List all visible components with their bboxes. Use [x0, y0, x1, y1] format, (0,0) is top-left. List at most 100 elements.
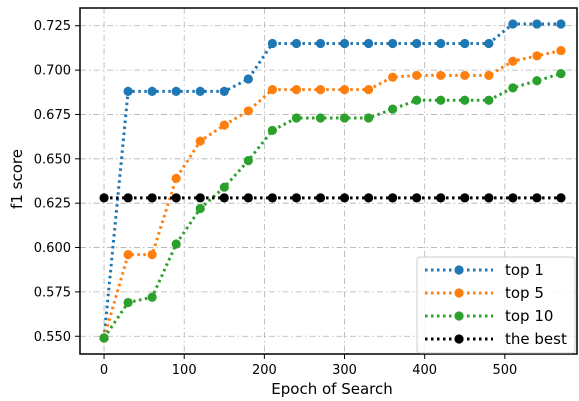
y-tick-label-5: 0.675	[34, 108, 71, 123]
y-tick-label-2: 0.600	[34, 241, 71, 256]
series-3-point-13	[412, 193, 422, 203]
series-1-point-18	[532, 51, 542, 61]
series-1-point-5	[219, 120, 229, 130]
series-3-point-12	[388, 193, 398, 203]
legend-marker-3	[454, 334, 464, 344]
series-1-point-2	[147, 250, 157, 260]
series-0-point-2	[147, 86, 157, 96]
series-2-point-0	[99, 333, 109, 343]
legend-marker-2	[454, 311, 464, 321]
series-3-point-1	[123, 193, 133, 203]
series-2-point-3	[171, 239, 181, 249]
series-0-point-7	[267, 38, 277, 49]
series-2-point-9	[315, 113, 326, 123]
series-1-point-7	[267, 85, 277, 95]
series-2-point-17	[508, 83, 518, 93]
series-0-point-1	[123, 86, 133, 96]
series-1-point-19	[556, 45, 566, 56]
series-1-point-3	[171, 173, 181, 183]
series-3-point-9	[315, 193, 326, 203]
series-1-point-8	[291, 85, 302, 95]
legend-marker-1	[454, 288, 464, 298]
series-0-point-18	[532, 19, 542, 29]
series-1-point-10	[339, 85, 350, 95]
series-2-point-19	[556, 69, 566, 79]
series-3-point-6	[243, 193, 253, 203]
series-2-point-13	[412, 95, 422, 105]
series-3-point-4	[195, 193, 205, 203]
grid	[80, 8, 577, 354]
x-axis-label: Epoch of Search	[271, 380, 392, 398]
series-2-point-18	[532, 76, 542, 86]
series-3-point-0	[99, 193, 109, 203]
series-line-1	[102, 49, 562, 339]
series-3-point-5	[219, 193, 229, 203]
series-0-point-14	[436, 38, 446, 49]
legend-label-3: the best	[505, 330, 567, 348]
series-2-point-5	[219, 182, 229, 192]
legend-box	[416, 256, 576, 354]
series-1-point-16	[484, 70, 494, 81]
series-0-point-13	[412, 38, 422, 49]
series-0-point-11	[363, 38, 374, 49]
series-1-point-17	[508, 56, 518, 66]
x-tick-label-1: 100	[172, 363, 197, 378]
series-2	[99, 69, 566, 343]
legend-label-0: top 1	[505, 261, 544, 279]
series-0-point-19	[556, 19, 566, 29]
series-0-point-16	[484, 38, 494, 49]
series-0-point-6	[243, 74, 253, 84]
series-3-point-17	[508, 193, 518, 203]
series-1-point-13	[412, 70, 422, 81]
y-tick-label-3: 0.625	[34, 197, 71, 212]
series-3-point-8	[291, 193, 302, 203]
y-axis-label: f1 score	[8, 149, 26, 209]
series-2-point-11	[363, 113, 374, 123]
series-2-point-7	[267, 125, 277, 136]
series-0-point-9	[315, 38, 326, 49]
series-3-point-11	[363, 193, 374, 203]
series-0-point-12	[388, 38, 398, 49]
series-0-point-17	[508, 19, 518, 29]
series-3-point-2	[147, 193, 157, 203]
series-2-point-4	[195, 203, 205, 214]
series-2-point-14	[436, 95, 446, 105]
series-3-point-15	[460, 193, 470, 203]
series-2-point-16	[484, 95, 494, 105]
series-1-point-11	[363, 85, 374, 95]
series-0-point-15	[460, 38, 470, 49]
series-0-point-3	[171, 86, 181, 96]
x-tick-label-3: 300	[332, 363, 357, 378]
series-0-point-5	[219, 86, 229, 96]
series-3-point-19	[556, 193, 566, 203]
series-2-point-6	[243, 155, 253, 166]
series-2-point-15	[460, 95, 470, 105]
series-1-point-4	[195, 136, 205, 146]
plot-frame	[79, 7, 578, 355]
series-0-point-4	[195, 86, 205, 96]
legend-label-2: top 10	[505, 307, 553, 325]
y-tick-label-1: 0.575	[34, 285, 71, 300]
series-3-point-10	[339, 193, 350, 203]
series-3-point-3	[171, 193, 181, 203]
series-3-point-16	[484, 193, 494, 203]
series-1-point-1	[123, 250, 133, 260]
y-tick-label-0: 0.550	[34, 330, 71, 345]
series-3-point-18	[532, 193, 542, 203]
x-tick-label-4: 400	[412, 363, 437, 378]
series-1-point-9	[315, 85, 326, 95]
series-2-point-2	[147, 292, 157, 302]
x-tick-label-5: 500	[492, 363, 517, 378]
y-tick-label-7: 0.725	[34, 19, 71, 34]
series-2-point-12	[388, 104, 398, 114]
series-0-point-10	[339, 38, 350, 49]
y-tick-label-4: 0.650	[34, 152, 71, 167]
x-tick-label-0: 0	[100, 363, 108, 378]
series-1-point-6	[243, 106, 253, 116]
series-1-point-15	[460, 70, 470, 81]
series-2-point-10	[339, 113, 350, 123]
series-1-point-12	[388, 72, 398, 82]
series-2-point-1	[123, 297, 133, 308]
y-tick-label-6: 0.700	[34, 64, 71, 79]
